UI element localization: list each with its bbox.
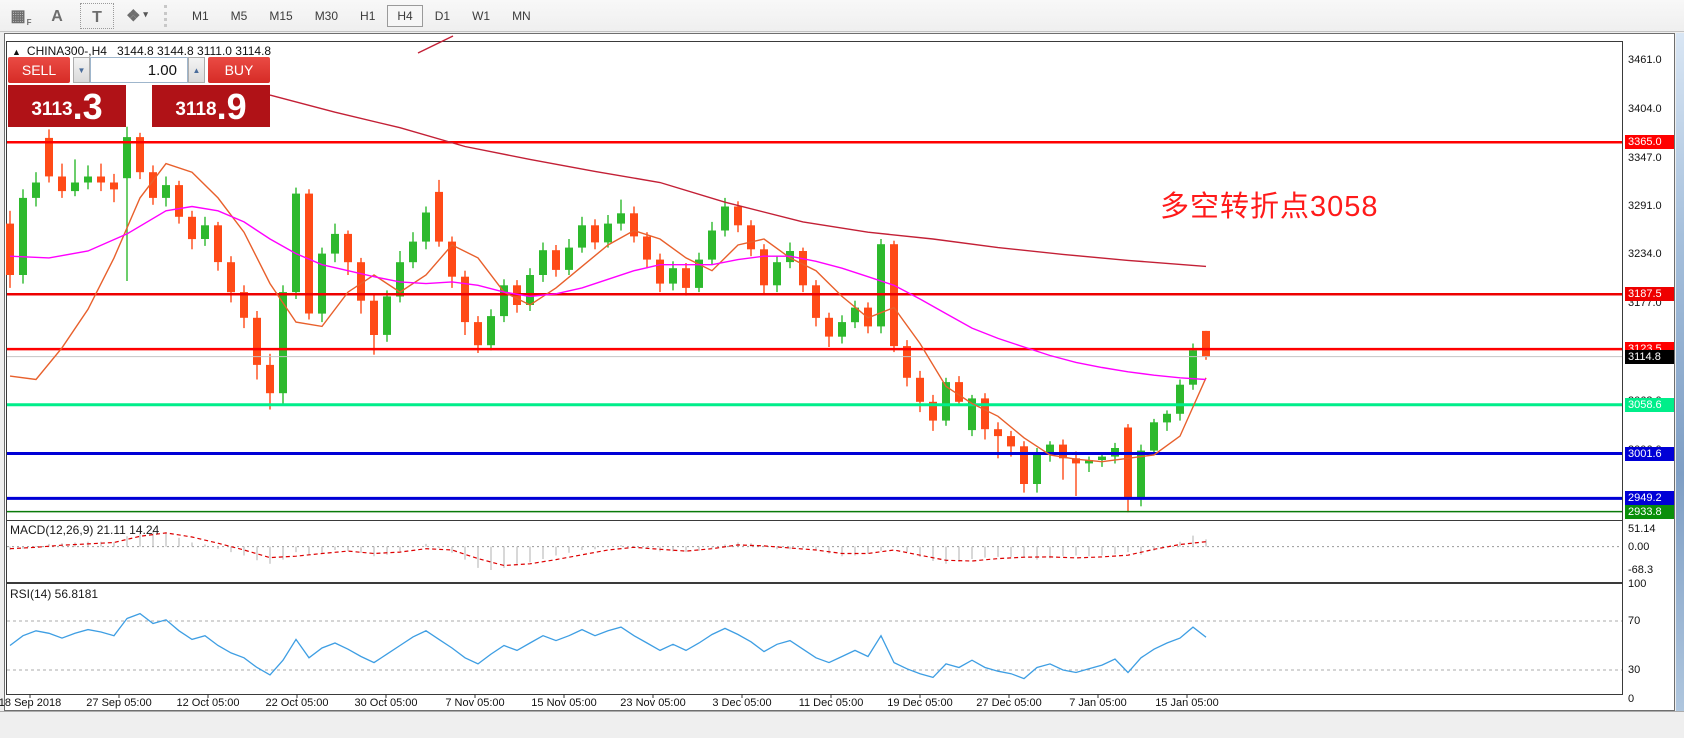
date-label-10: 19 Dec 05:00: [887, 697, 953, 709]
panel-borders: [6, 41, 1623, 695]
timeframe-button-M1[interactable]: M1: [192, 8, 209, 23]
date-label-9: 11 Dec 05:00: [798, 697, 864, 709]
toolbar-icons: ▦ F A T ❖ ▾: [8, 2, 160, 29]
slow-ma-line: [269, 94, 1207, 268]
new-order-icon[interactable]: ▦ F: [10, 7, 32, 27]
volume-input[interactable]: 1.00: [90, 57, 188, 83]
timeframe-button-M30[interactable]: M30: [314, 8, 339, 23]
toolbar-separator: [164, 4, 172, 27]
volume-increase-button[interactable]: ▲: [188, 57, 205, 83]
date-label-13: 15 Jan 05:00: [1155, 697, 1219, 709]
sell-button[interactable]: SELL: [8, 57, 70, 83]
date-label-2: 12 Oct 05:00: [176, 697, 240, 709]
sell-price-int: 3113: [31, 99, 73, 120]
date-label-12: 7 Jan 05:00: [1069, 697, 1127, 709]
macd-tick-0.00: 0.00: [1628, 540, 1650, 553]
rsi-line: [9, 612, 1207, 680]
price-tick-3234.0: 3234.0: [1628, 248, 1662, 261]
window-right-edge: [1676, 33, 1684, 711]
sell-price-dec: .3: [72, 86, 103, 127]
macd-signal-line: [9, 532, 1207, 567]
fast-ma-line: [9, 162, 1207, 463]
date-label-6: 15 Nov 05:00: [531, 697, 597, 709]
price-badge-2949.2: 2949.2: [1625, 491, 1674, 506]
date-label-3: 22 Oct 05:00: [265, 697, 329, 709]
date-label-11: 27 Dec 05:00: [976, 697, 1042, 709]
rsi-tick-30: 30: [1628, 664, 1641, 676]
price-badge-3114.8: 3114.8: [1625, 349, 1674, 364]
price-badge-3001.6: 3001.6: [1625, 446, 1674, 461]
rsi-tick-0: 0: [1628, 693, 1635, 705]
macd-tick--68.3: -68.3: [1628, 564, 1654, 577]
window-bottom-strip: [0, 711, 1684, 734]
price-tick-3347.0: 3347.0: [1628, 151, 1662, 164]
rsi-label: RSI(14) 56.8181: [10, 587, 99, 601]
buy-button[interactable]: BUY: [208, 57, 270, 83]
date-label-0: 18 Sep 2018: [0, 697, 62, 709]
macd-tick-51.14: 51.14: [1628, 523, 1656, 536]
timeframe-button-H4[interactable]: H4: [387, 4, 423, 27]
price-badge-3187.5: 3187.5: [1625, 287, 1674, 302]
price-tick-3291.0: 3291.0: [1628, 199, 1662, 212]
text-box-icon[interactable]: T: [80, 2, 114, 29]
symbol-period-label: CHINA300-,H4: [26, 44, 107, 58]
date-label-8: 3 Dec 05:00: [712, 697, 772, 709]
buy-price-int: 3118: [175, 99, 217, 120]
timeframe-buttons: M1 M5 M15 M30 H1 H4 D1 W1 MN: [182, 4, 543, 27]
indicators-icon[interactable]: ❖ ▾: [126, 7, 148, 25]
volume-decrease-button[interactable]: ▼: [73, 57, 90, 83]
chart-title: ▲ CHINA300-,H4 3144.8 3144.8 3111.0 3114.8: [12, 44, 271, 58]
price-badge-2933.8: 2933.8: [1625, 504, 1674, 519]
chart-text-annotation[interactable]: 多空转折点3058: [1160, 191, 1379, 223]
toolbar: ▦ F A T ❖ ▾ M1 M5 M15 M30 H1 H4 D1 W1 MN: [0, 0, 1684, 32]
date-label-5: 7 Nov 05:00: [445, 697, 505, 709]
buy-price-dec: .9: [216, 86, 247, 127]
macd-histogram: [9, 529, 1207, 570]
timeframe-button-H1[interactable]: H1: [360, 8, 376, 23]
date-label-1: 27 Sep 05:00: [86, 697, 152, 709]
timeframe-button-MN[interactable]: MN: [512, 8, 531, 23]
buy-price-panel[interactable]: 3118.9: [152, 85, 270, 127]
date-label-4: 30 Oct 05:00: [354, 697, 418, 709]
timeframe-button-W1[interactable]: W1: [472, 8, 491, 23]
medium-ma-line: [9, 205, 1207, 381]
rsi-tick-100: 100: [1628, 578, 1647, 591]
candles: [6, 126, 1210, 513]
macd-label: MACD(12,26,9) 21.11 14.24: [10, 523, 160, 537]
price-tick-3461.0: 3461.0: [1628, 53, 1662, 66]
trendline-segment[interactable]: [417, 35, 454, 54]
timeframe-button-M15[interactable]: M15: [269, 8, 293, 23]
price-badge-3058.6: 3058.6: [1625, 397, 1674, 412]
time-axis-ticks: [29, 694, 1188, 698]
rsi-tick-70: 70: [1628, 615, 1641, 627]
ohlc-values: 3144.8 3144.8 3111.0 3114.8: [116, 44, 272, 58]
sell-price-panel[interactable]: 3113.3: [8, 85, 126, 127]
timeframe-button-D1[interactable]: D1: [434, 8, 451, 23]
one-click-trading-panel: SELL ▼ 1.00 ▲ BUY 3113.3 3118.9: [8, 57, 270, 127]
text-label-icon[interactable]: A: [51, 7, 63, 25]
price-tick-3404.0: 3404.0: [1628, 102, 1662, 115]
collapse-icon[interactable]: ▲: [12, 47, 21, 57]
date-label-7: 23 Nov 05:00: [620, 697, 686, 709]
price-badge-3365.0: 3365.0: [1625, 135, 1674, 150]
timeframe-button-M5[interactable]: M5: [230, 8, 248, 23]
